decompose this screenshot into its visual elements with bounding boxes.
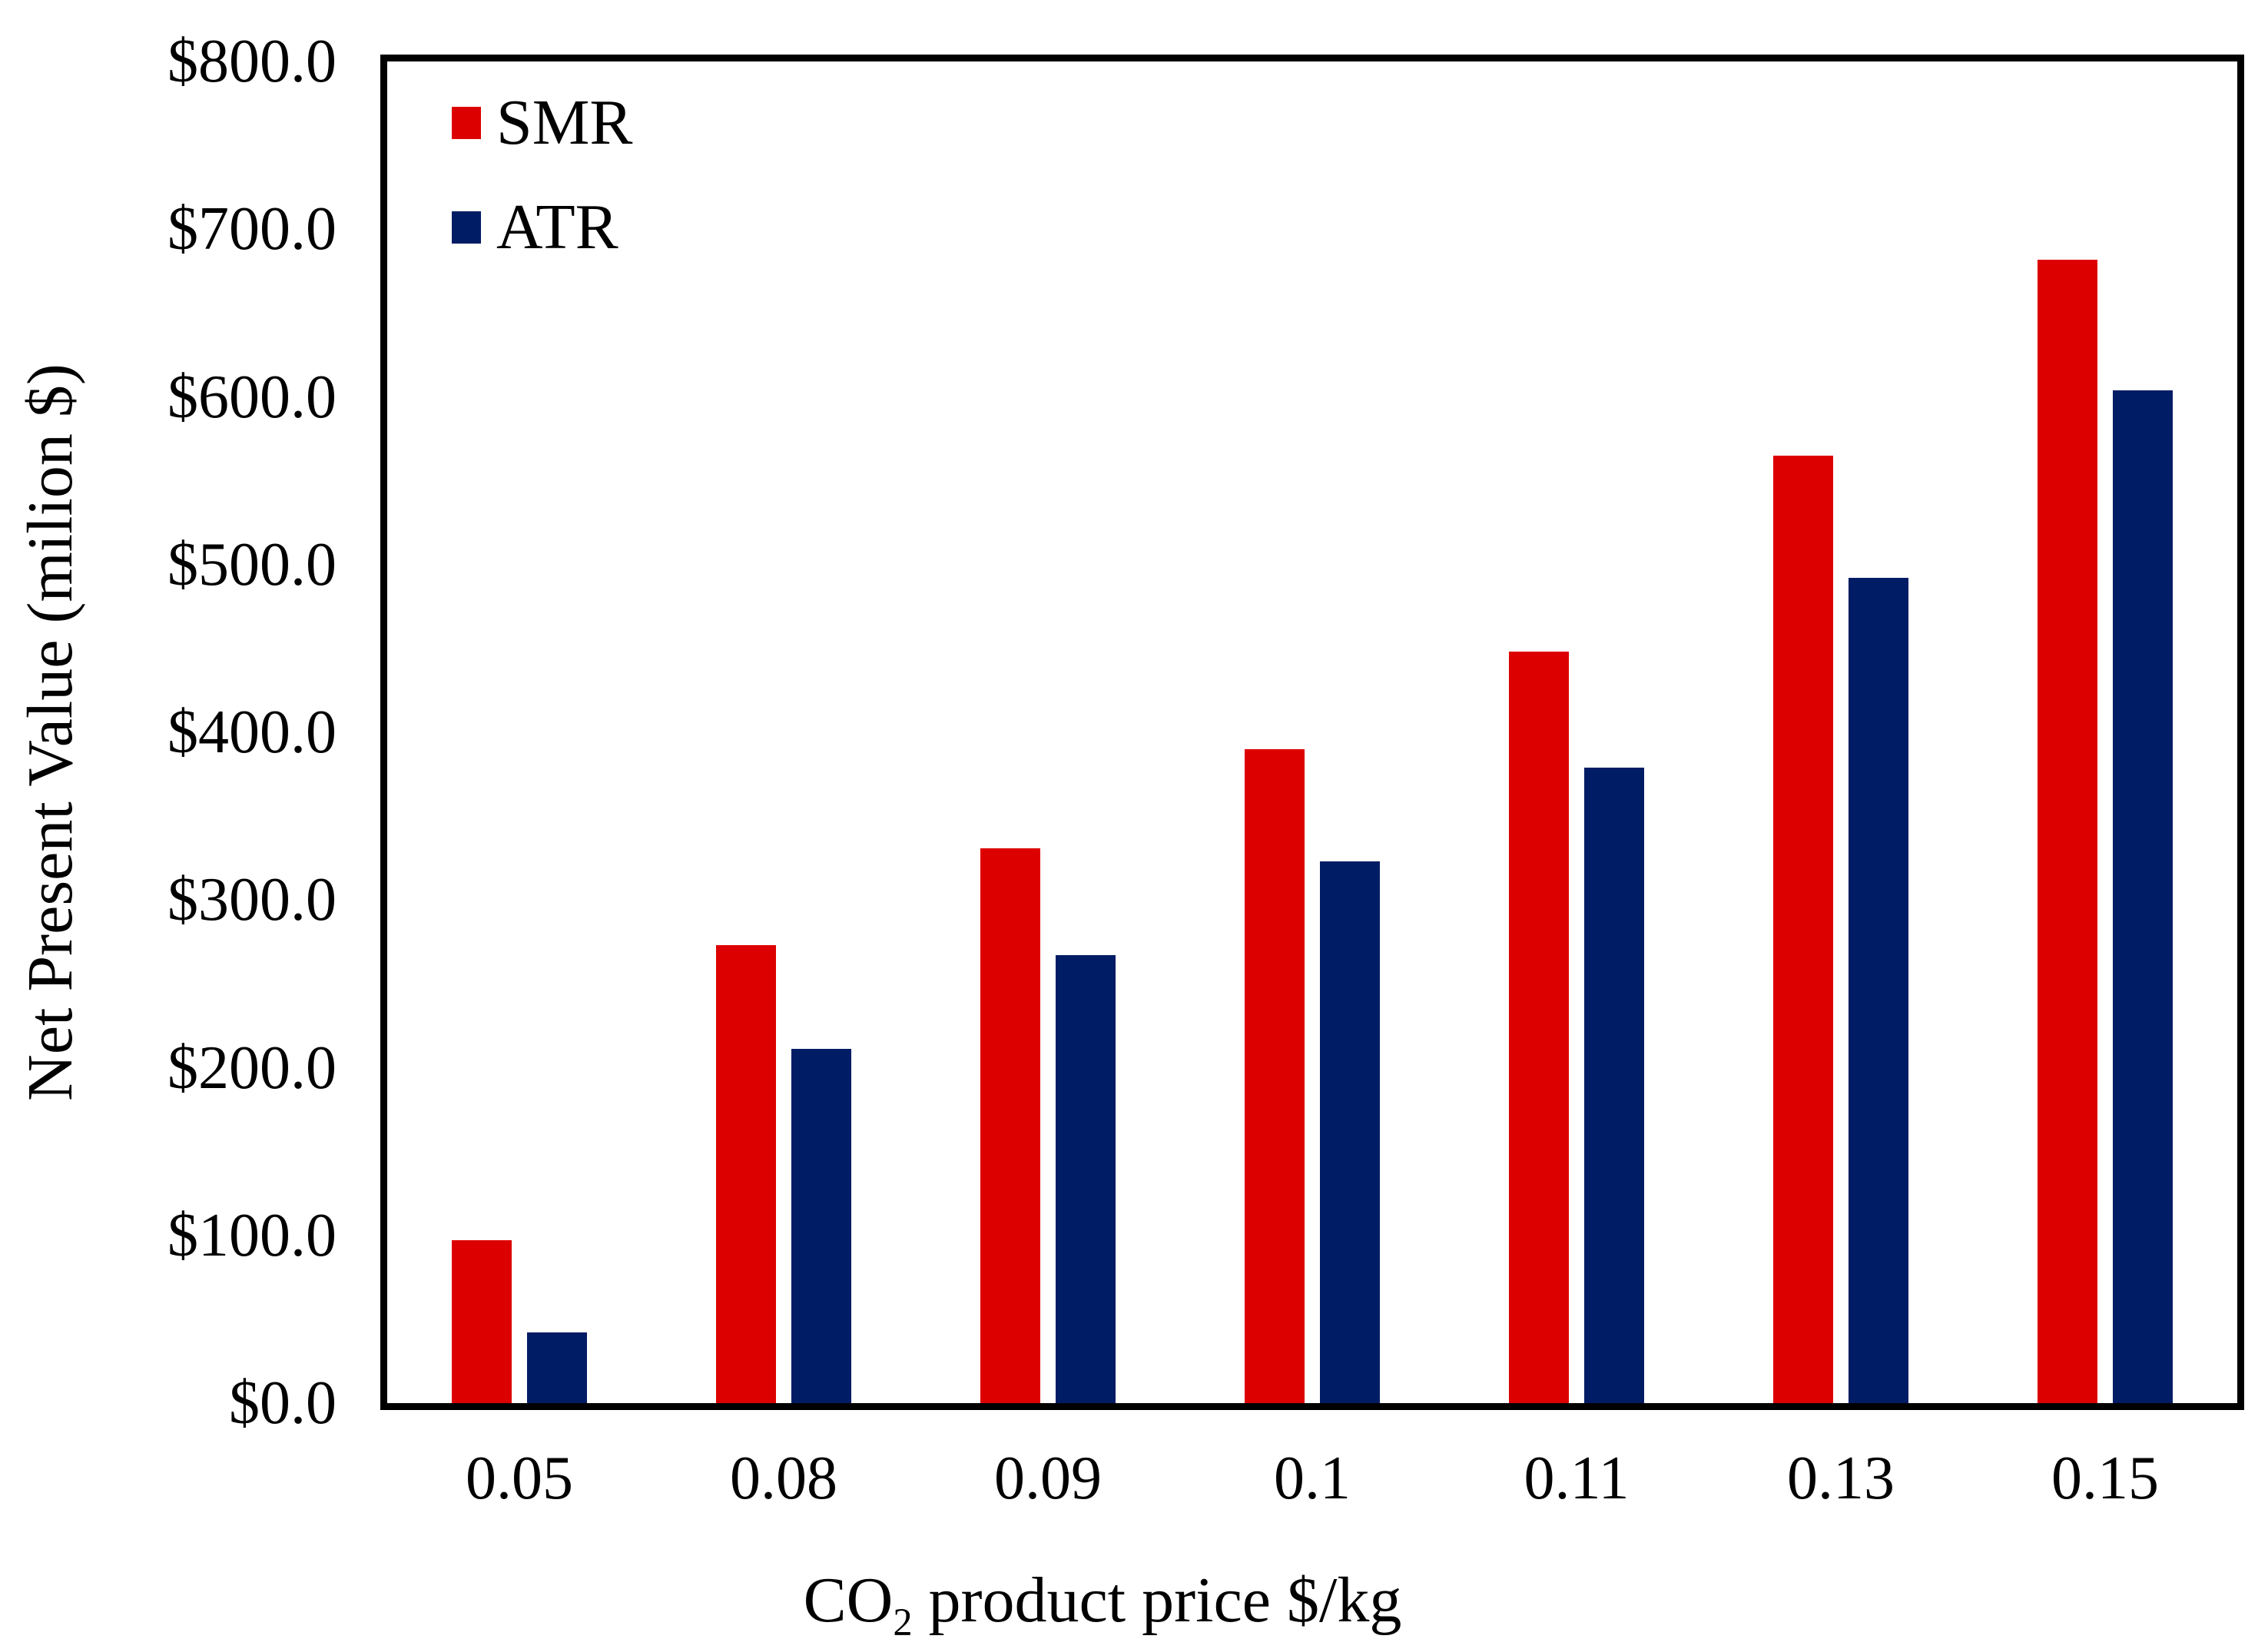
bar-smr-0.09 xyxy=(980,848,1040,1403)
legend-swatch-smr-icon xyxy=(452,107,481,139)
bar-atr-0.15 xyxy=(2113,390,2173,1403)
bar-smr-0.15 xyxy=(2038,260,2097,1403)
legend-item-smr: SMR xyxy=(452,86,632,160)
bar-atr-0.13 xyxy=(1849,578,1908,1403)
y-tick-label-200: $200.0 xyxy=(167,1034,337,1102)
bar-smr-0.11 xyxy=(1509,652,1569,1403)
y-tick-label-700: $700.0 xyxy=(167,195,337,263)
y-tick-label-400: $400.0 xyxy=(167,698,337,766)
bar-smr-0.05 xyxy=(452,1240,512,1403)
bar-atr-0.05 xyxy=(527,1332,587,1403)
x-tick-label-0.13: 0.13 xyxy=(1787,1445,1895,1512)
bar-smr-0.13 xyxy=(1773,456,1833,1403)
bar-atr-0.09 xyxy=(1056,955,1116,1403)
bar-atr-0.11 xyxy=(1584,768,1644,1403)
y-tick-label-0: $0.0 xyxy=(229,1369,337,1437)
legend-label-atr: ATR xyxy=(496,191,618,263)
y-tick-label-500: $500.0 xyxy=(167,531,337,599)
plot-area xyxy=(380,55,2244,1410)
x-tick-label-0.09: 0.09 xyxy=(994,1445,1102,1512)
x-axis-title: CO2 product price $/kg xyxy=(803,1564,1402,1644)
legend-item-atr: ATR xyxy=(452,191,632,264)
x-tick-label-0.11: 0.11 xyxy=(1524,1445,1630,1512)
bar-atr-0.08 xyxy=(791,1049,851,1403)
x-tick-label-0.1: 0.1 xyxy=(1274,1445,1351,1512)
x-tick-label-0.05: 0.05 xyxy=(466,1445,573,1512)
x-tick-label-0.08: 0.08 xyxy=(730,1445,837,1512)
bar-smr-0.08 xyxy=(716,945,776,1403)
y-tick-label-600: $600.0 xyxy=(167,363,337,431)
bar-atr-0.1 xyxy=(1320,861,1380,1403)
bar-smr-0.1 xyxy=(1245,749,1305,1403)
x-tick-label-0.15: 0.15 xyxy=(2051,1445,2159,1512)
legend-label-smr: SMR xyxy=(496,87,633,158)
legend-swatch-atr-icon xyxy=(452,211,481,244)
y-tick-label-800: $800.0 xyxy=(167,28,337,95)
y-tick-label-100: $100.0 xyxy=(167,1202,337,1269)
y-tick-label-300: $300.0 xyxy=(167,866,337,934)
legend: SMR ATR xyxy=(452,86,632,295)
